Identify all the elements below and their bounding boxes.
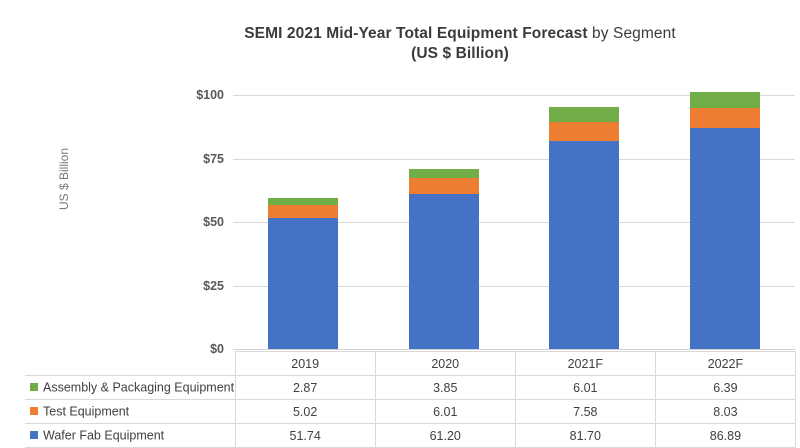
bar-group-2019[interactable] [268,95,339,349]
table-cell: 2.87 [234,375,376,400]
table-cell: 3.85 [374,375,516,400]
gridline-75: $75 [203,152,795,166]
gridline-50: $50 [203,215,795,229]
table-cell: 5.02 [234,399,376,424]
y-tick-label-50: $50 [203,215,224,229]
legend-label: Wafer Fab Equipment [43,428,165,443]
plot-area: $0 $25 $50 $75 $100 [196,88,795,356]
chart-title-main: SEMI 2021 Mid-Year Total Equipment Forec… [244,25,588,42]
table-column-header-2021F: 2021F [514,351,656,376]
chart-title-suffix: by Segment [587,25,676,42]
y-tick-label-75: $75 [203,151,224,166]
table-header-corner [25,351,236,376]
gridline-0: $0 [210,342,795,356]
bar-segment[interactable] [408,168,479,179]
bar-segment[interactable] [268,217,339,349]
legend-label: Test Equipment [43,404,130,419]
chart-subtitle: (US $ Billion) [411,45,509,62]
bar-segment[interactable] [549,122,620,142]
table-cell: 86.89 [654,423,797,448]
table-cell: 61.20 [374,423,516,448]
bar-segment[interactable] [689,91,760,108]
table-column-header-2019: 2019 [234,351,376,376]
bar-group-2022F[interactable] [689,91,760,349]
table-row: Test Equipment 5.02 6.01 7.58 8.03 [25,399,797,424]
table-row: Assembly & Packaging Equipment 2.87 3.85 6.… [25,375,797,400]
table-column-header-2022F: 2022F [654,351,797,376]
table-cell: 7.58 [514,399,656,424]
chart-title: SEMI 2021 Mid-Year Total Equipment Forec… [150,24,770,64]
bar-segment[interactable] [268,197,339,205]
data-table: 2019 2020 2021F 2022F Assembly & Packaging E… [25,351,797,448]
legend-label: Assembly & Packaging Equipment [43,380,235,395]
table-cell: 6.39 [654,375,797,400]
y-tick-label-100: $100 [196,88,224,102]
bar-segment[interactable] [408,178,479,194]
table-cell: 81.70 [514,423,656,448]
bar-group-2021F[interactable] [549,95,620,349]
legend-swatch-icon [30,406,38,415]
gridline-100: $100 [196,88,795,102]
table-header-row: 2019 2020 2021F 2022F [25,351,797,376]
table-column-header-2020: 2020 [374,351,516,376]
table-row: Wafer Fab Equipment 51.74 61.20 81.70 86.89 [25,423,797,448]
legend-swatch-icon [30,430,38,439]
legend-entry[interactable]: Wafer Fab Equipment [25,423,236,448]
table-cell: 8.03 [654,399,797,424]
bar-segment[interactable] [689,128,760,349]
bar-segment[interactable] [268,204,339,218]
legend-entry[interactable]: Assembly & Packaging Equipment [25,375,236,400]
gridline-25: $25 [203,279,795,293]
legend-entry[interactable]: Test Equipment [25,399,236,424]
table-cell: 51.74 [234,423,376,448]
table-cell: 6.01 [514,375,656,400]
legend-swatch-icon [30,382,38,391]
table-cell: 6.01 [374,399,516,424]
bar-segment[interactable] [689,107,760,129]
bar-segment[interactable] [408,193,479,349]
y-axis-title: US $ Billion [57,147,71,211]
bar-segment[interactable] [549,141,620,349]
bar-segment[interactable] [549,106,620,123]
y-tick-label-25: $25 [203,278,224,293]
bar-group-2020[interactable] [408,95,479,349]
bars-layer [233,91,795,349]
